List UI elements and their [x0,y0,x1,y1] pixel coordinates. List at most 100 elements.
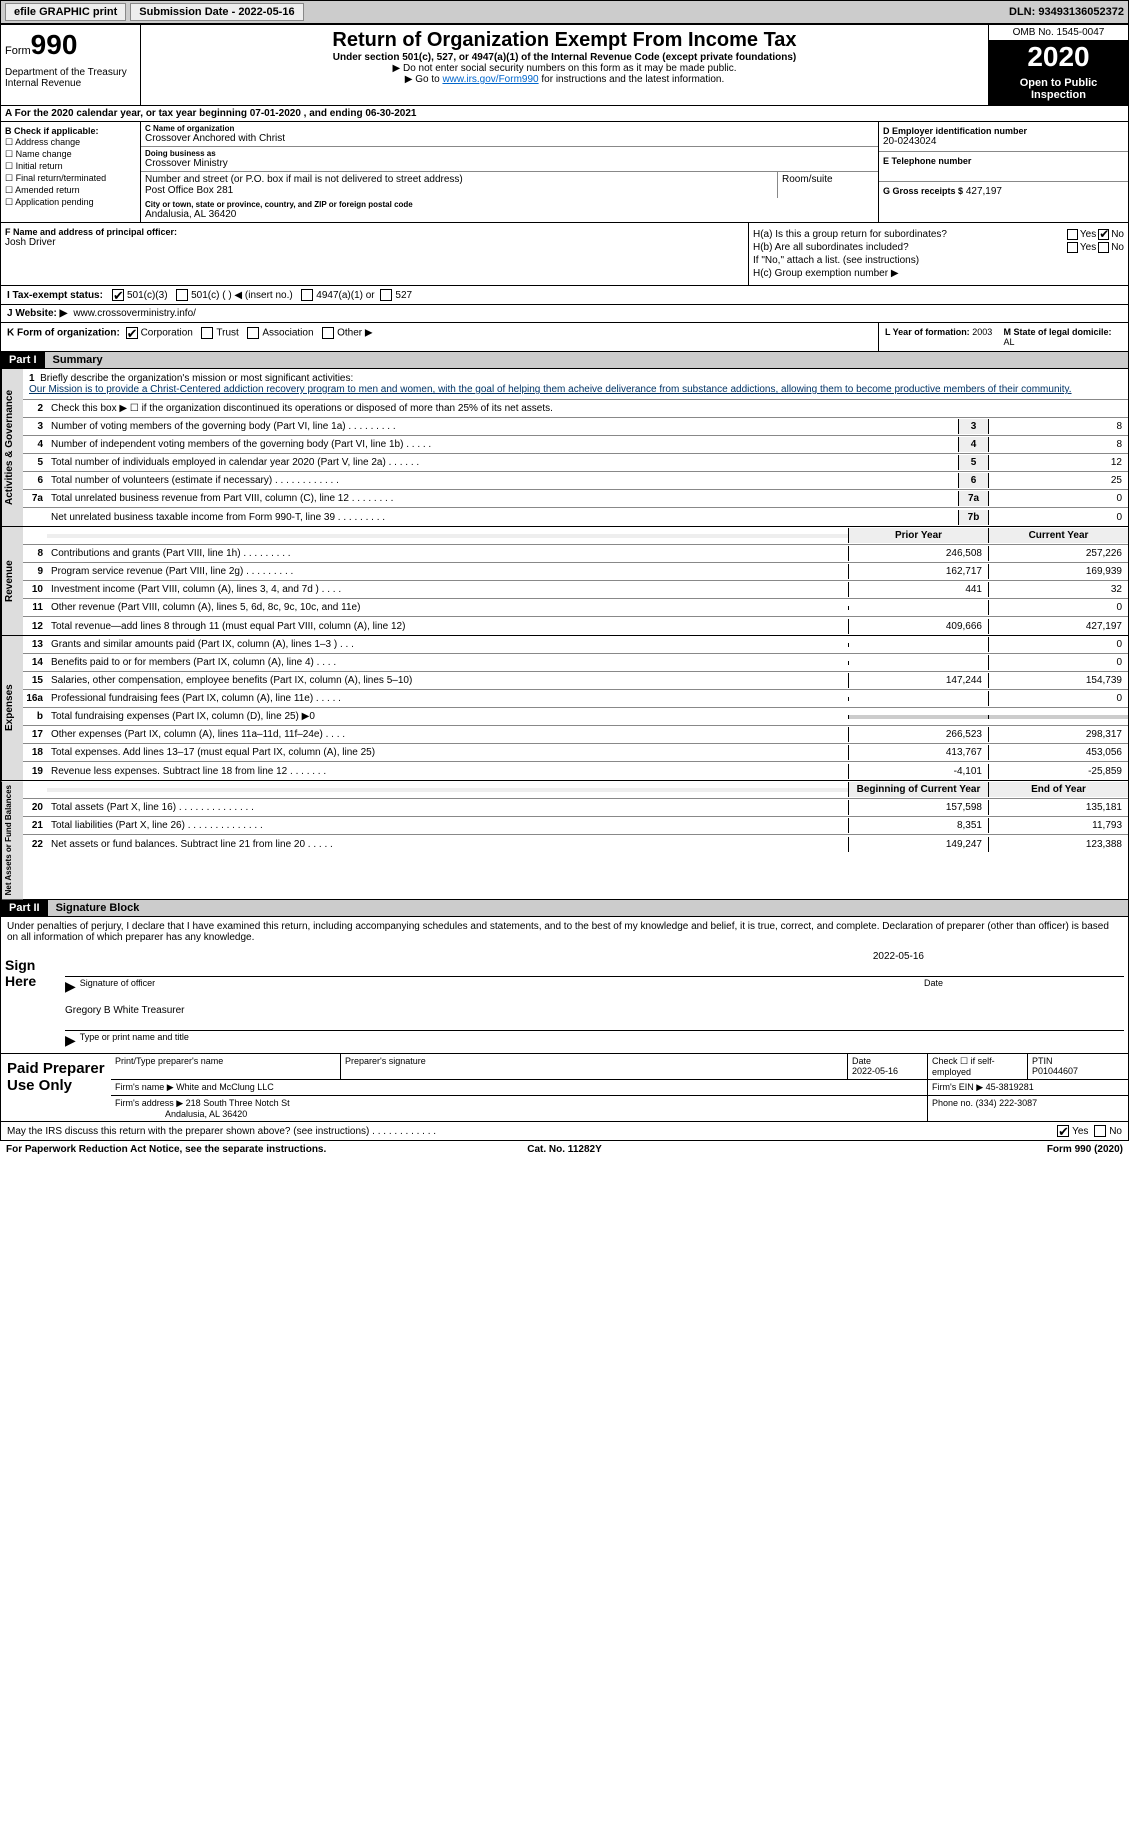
line-number: 13 [23,639,47,650]
prep-sig-hdr: Preparer's signature [341,1054,848,1079]
expenses-body: 13Grants and similar amounts paid (Part … [23,636,1128,780]
line-number: 17 [23,729,47,740]
row-a: A For the 2020 calendar year, or tax yea… [0,106,1129,122]
chk-amended[interactable]: ☐ Amended return [5,185,136,196]
cat-text: Cat. No. 11282Y [378,1144,750,1155]
line-6: 6Total number of volunteers (estimate if… [23,472,1128,490]
prep-chk-cell: Check ☐ if self-employed [928,1054,1028,1079]
chk-name[interactable]: ☐ Name change [5,149,136,160]
street-cell: Number and street (or P.O. box if mail i… [141,172,778,198]
part2-header: Part II Signature Block [0,900,1129,917]
form-footer-text: Form 990 (2020) [751,1144,1123,1155]
part1-header: Part I Summary [0,352,1129,369]
chk-501c3[interactable] [112,289,124,301]
form-title: Return of Organization Exempt From Incom… [145,29,984,52]
line-5: 5Total number of individuals employed in… [23,454,1128,472]
col-b-title: B Check if applicable: [5,126,136,136]
current-year-val: 298,317 [988,727,1128,742]
line-1: 1 Briefly describe the organization's mi… [23,369,1128,400]
mission-text: Our Mission is to provide a Christ-Cente… [29,384,1122,395]
line-desc: Investment income (Part VIII, column (A)… [47,582,848,597]
org-name: Crossover Anchored with Christ [145,133,874,144]
line-number: 10 [23,584,47,595]
prior-year-val: 147,244 [848,673,988,688]
preparer-grid: Print/Type preparer's name Preparer's si… [111,1054,1128,1121]
line-desc: Total revenue—add lines 8 through 11 (mu… [47,619,848,634]
table-row: 14Benefits paid to or for members (Part … [23,654,1128,672]
revenue-section: Revenue Prior Year Current Year 8Contrib… [0,527,1129,636]
line-number: 14 [23,657,47,668]
prior-year-val [848,606,988,610]
ha-yes-checkbox[interactable] [1067,229,1078,240]
submission-button[interactable]: Submission Date - 2022-05-16 [130,3,303,21]
opt-other: Other ▶ [337,328,372,339]
k-label: K Form of organization: [7,328,120,339]
col-b: B Check if applicable: ☐ Address change … [1,122,141,222]
hb-yes-checkbox[interactable] [1067,242,1078,253]
website-val: www.crossoverministry.info/ [73,308,196,319]
table-row: 8Contributions and grants (Part VIII, li… [23,545,1128,563]
form-num: 990 [31,29,78,60]
top-toolbar: efile GRAPHIC print Submission Date - 20… [0,0,1129,24]
opt-527: 527 [395,290,412,301]
chk-final[interactable]: ☐ Final return/terminated [5,173,136,184]
chk-corp[interactable] [126,327,138,339]
part2-title: Signature Block [48,900,1128,916]
current-year-val: 123,388 [988,837,1128,852]
prep-ptin-cell: PTINP01044607 [1028,1054,1128,1079]
chk-other[interactable] [322,327,334,339]
chk-initial[interactable]: ☐ Initial return [5,161,136,172]
line-number: 15 [23,675,47,686]
sign-fields: 2022-05-16 ▶ Signature of officer Date G… [61,947,1128,1053]
line-desc: Total expenses. Add lines 13–17 (must eq… [47,745,848,760]
ha-no-checkbox[interactable] [1098,229,1109,240]
gross-cell: G Gross receipts $ 427,197 [879,182,1128,201]
prior-year-val [848,715,988,719]
table-row: 21Total liabilities (Part X, line 26) . … [23,817,1128,835]
current-year-val: 257,226 [988,546,1128,561]
line-desc: Total liabilities (Part X, line 26) . . … [47,818,848,833]
org-name-label: C Name of organization [145,124,874,133]
note-ssn: ▶ Do not enter social security numbers o… [145,63,984,74]
chk-4947[interactable] [301,289,313,301]
officer-name: Josh Driver [5,237,744,248]
prior-year-val: 413,767 [848,745,988,760]
discuss-no-checkbox[interactable] [1094,1125,1106,1137]
line-3: 3Number of voting members of the governi… [23,418,1128,436]
arrow-icon: ▶ [65,1032,76,1049]
hc-label: H(c) Group exemption number ▶ [753,268,1124,279]
i-label: I Tax-exempt status: [7,290,103,301]
line-number: 11 [23,602,47,613]
firm-addr-cell: Firm's address ▶ 218 South Three Notch S… [111,1096,928,1121]
year-formation: L Year of formation: 2003 [885,327,1004,347]
footer-bottom: For Paperwork Reduction Act Notice, see … [0,1141,1129,1158]
revenue-body: Prior Year Current Year 8Contributions a… [23,527,1128,635]
efile-button[interactable]: efile GRAPHIC print [5,3,126,21]
irs-link[interactable]: www.irs.gov/Form990 [442,74,538,85]
l1-text: Briefly describe the organization's miss… [40,373,353,384]
note-pre: ▶ Go to [405,74,443,85]
table-row: 20Total assets (Part X, line 16) . . . .… [23,799,1128,817]
prior-year-val: -4,101 [848,764,988,779]
chk-address[interactable]: ☐ Address change [5,137,136,148]
line-desc: Grants and similar amounts paid (Part IX… [47,637,848,652]
line-desc: Total fundraising expenses (Part IX, col… [47,709,848,724]
omb-number: OMB No. 1545-0047 [989,25,1128,41]
prior-year-val: 157,598 [848,800,988,815]
chk-assoc[interactable] [247,327,259,339]
street-label: Number and street (or P.O. box if mail i… [145,174,773,185]
prior-year-val: 409,666 [848,619,988,634]
line-number: 12 [23,621,47,632]
discuss-yes-checkbox[interactable] [1057,1125,1069,1137]
chk-trust[interactable] [201,327,213,339]
current-year-val: 0 [988,691,1128,706]
chk-501c[interactable] [176,289,188,301]
table-row: 13Grants and similar amounts paid (Part … [23,636,1128,654]
tax-year-range: For the 2020 calendar year, or tax year … [15,108,417,119]
chk-pending[interactable]: ☐ Application pending [5,197,136,208]
hb-no-checkbox[interactable] [1098,242,1109,253]
dba-name: Crossover Ministry [145,158,874,169]
chk-527[interactable] [380,289,392,301]
current-year-hdr: Current Year [988,528,1128,543]
prior-year-hdr: Prior Year [848,528,988,543]
